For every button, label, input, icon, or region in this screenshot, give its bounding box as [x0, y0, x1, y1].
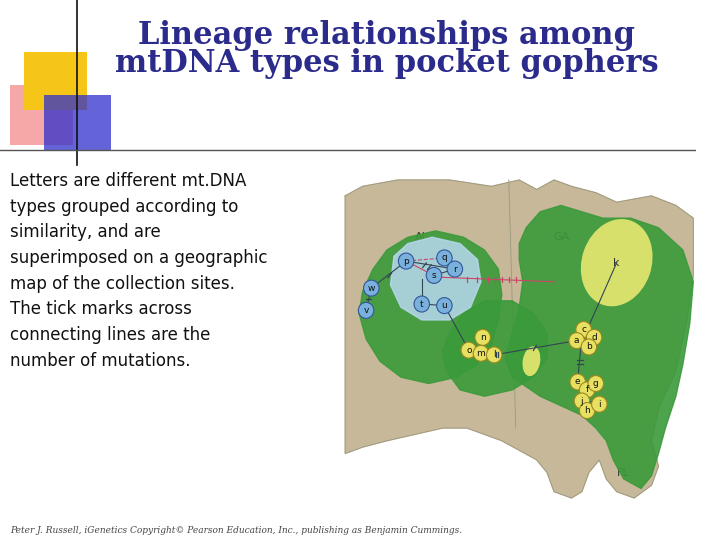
- Circle shape: [570, 374, 585, 390]
- Text: f: f: [585, 386, 589, 394]
- Circle shape: [580, 402, 595, 418]
- Text: u: u: [441, 301, 447, 310]
- Circle shape: [414, 296, 430, 312]
- Circle shape: [574, 393, 590, 409]
- Text: d: d: [591, 333, 597, 342]
- Text: m: m: [477, 349, 485, 358]
- Bar: [43, 95, 111, 150]
- Text: s: s: [432, 271, 436, 280]
- Text: e: e: [575, 377, 580, 387]
- Text: g: g: [593, 379, 599, 388]
- Circle shape: [487, 347, 502, 363]
- Ellipse shape: [581, 219, 652, 306]
- Text: AL: AL: [415, 232, 428, 242]
- Circle shape: [447, 261, 462, 277]
- Circle shape: [592, 396, 607, 412]
- Text: r: r: [453, 265, 456, 274]
- Circle shape: [473, 345, 489, 361]
- Polygon shape: [359, 231, 502, 383]
- Circle shape: [359, 302, 374, 319]
- Circle shape: [569, 333, 585, 349]
- Text: GA: GA: [553, 232, 569, 242]
- Bar: [24, 52, 87, 110]
- Circle shape: [580, 382, 595, 398]
- Text: o: o: [466, 346, 472, 355]
- Circle shape: [581, 339, 597, 355]
- Text: mtDNA types in pocket gophers: mtDNA types in pocket gophers: [115, 48, 659, 79]
- Polygon shape: [443, 301, 547, 396]
- Text: p: p: [403, 256, 409, 266]
- Text: Lineage relationships among: Lineage relationships among: [138, 20, 635, 51]
- Text: a: a: [574, 336, 580, 345]
- Circle shape: [426, 267, 441, 284]
- Text: c: c: [581, 325, 586, 334]
- Circle shape: [461, 342, 477, 358]
- Polygon shape: [345, 180, 693, 498]
- Circle shape: [475, 329, 490, 346]
- Text: n: n: [480, 333, 485, 342]
- Text: Peter J. Russell, iGenetics Copyright© Pearson Education, Inc., publishing as Be: Peter J. Russell, iGenetics Copyright© P…: [9, 526, 462, 535]
- Text: j: j: [580, 396, 583, 406]
- Polygon shape: [505, 205, 693, 489]
- Circle shape: [436, 250, 452, 266]
- Text: FL: FL: [617, 468, 630, 477]
- Circle shape: [436, 298, 452, 314]
- Text: w: w: [368, 284, 375, 293]
- Text: k: k: [613, 258, 620, 268]
- Text: v: v: [364, 306, 369, 315]
- Text: l: l: [493, 350, 495, 360]
- Circle shape: [586, 329, 602, 346]
- Text: b: b: [586, 342, 592, 352]
- Circle shape: [398, 253, 414, 269]
- Polygon shape: [390, 237, 481, 320]
- Circle shape: [576, 321, 591, 338]
- Text: h: h: [584, 406, 590, 415]
- Bar: [9, 85, 73, 145]
- Text: q: q: [441, 253, 447, 262]
- Circle shape: [588, 375, 603, 391]
- Text: t: t: [420, 300, 423, 308]
- Ellipse shape: [523, 346, 540, 376]
- Text: Letters are different mt.DNA
types grouped according to
similarity, and are
supe: Letters are different mt.DNA types group…: [9, 172, 267, 370]
- Circle shape: [364, 280, 379, 296]
- Text: i: i: [598, 400, 600, 409]
